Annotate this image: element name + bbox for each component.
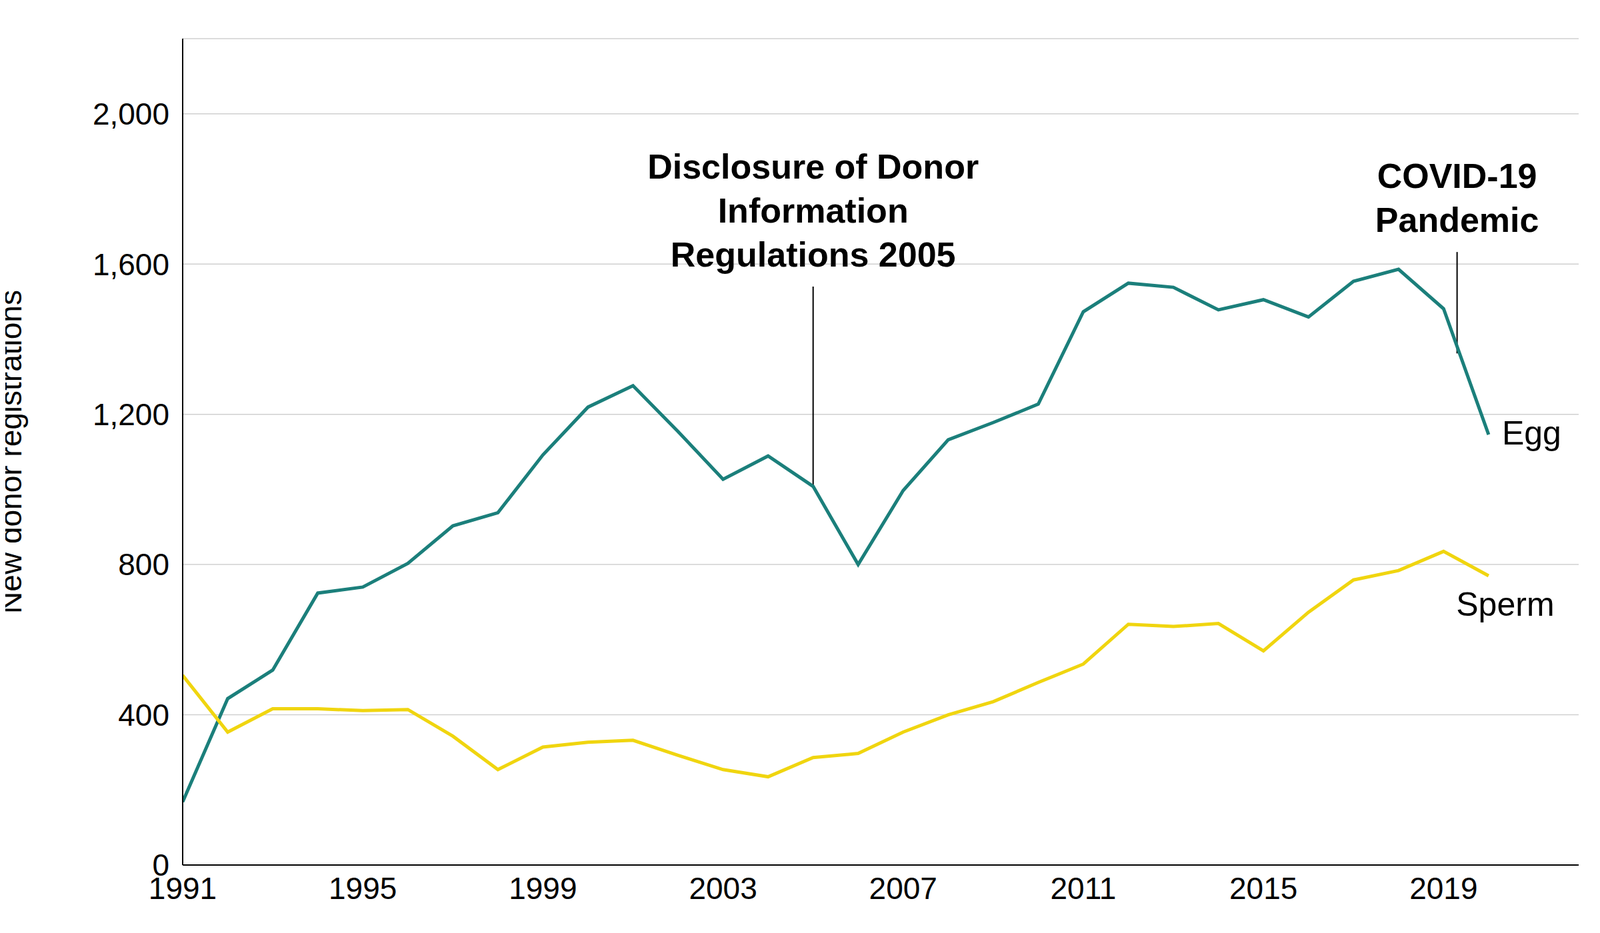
svg-text:2015: 2015	[1229, 871, 1298, 906]
svg-text:2007: 2007	[869, 871, 938, 906]
svg-text:Disclosure of Donor: Disclosure of Donor	[647, 147, 979, 186]
svg-text:1995: 1995	[328, 871, 397, 906]
svg-text:Regulations 2005: Regulations 2005	[670, 235, 956, 274]
svg-text:800: 800	[118, 547, 170, 582]
svg-text:2011: 2011	[1050, 871, 1117, 906]
svg-text:2019: 2019	[1409, 871, 1478, 906]
svg-text:Information: Information	[718, 191, 909, 230]
svg-text:2,000: 2,000	[92, 96, 170, 132]
svg-text:1,600: 1,600	[92, 247, 170, 282]
svg-text:Sperm: Sperm	[1456, 586, 1554, 624]
svg-text:Egg: Egg	[1502, 414, 1562, 452]
svg-text:New donor registrations: New donor registrations	[5, 290, 28, 614]
svg-text:COVID-19: COVID-19	[1377, 156, 1538, 196]
svg-text:1,200: 1,200	[92, 397, 170, 432]
svg-text:1991: 1991	[148, 871, 217, 906]
svg-text:400: 400	[118, 698, 170, 733]
svg-text:Pandemic: Pandemic	[1375, 200, 1540, 240]
svg-text:0: 0	[152, 848, 170, 883]
svg-text:2003: 2003	[688, 871, 757, 906]
svg-text:1999: 1999	[508, 871, 577, 906]
